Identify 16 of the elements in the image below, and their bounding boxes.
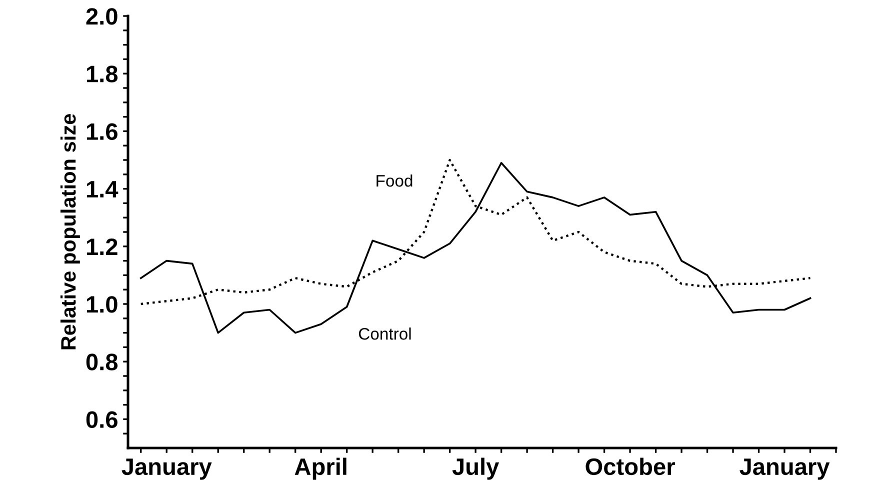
y-tick-label: 0.8	[86, 354, 118, 370]
x-tick-label: April	[294, 458, 346, 480]
x-tick-label: July	[452, 458, 500, 480]
y-tick-label: 1.4	[86, 181, 118, 198]
y-tick-label: 2.0	[86, 8, 118, 25]
y-tick-label: 1.2	[86, 238, 118, 255]
y-tick-label: 1.6	[86, 123, 118, 140]
x-tick-label: January	[122, 458, 212, 480]
series-label: Food	[376, 174, 412, 187]
y-tick-label: 1.8	[86, 66, 118, 82]
x-tick-label: October	[586, 458, 675, 476]
x-tick-label: January	[740, 458, 830, 480]
y-tick-label: 1.0	[86, 296, 118, 313]
y-axis-title: Relative population size	[60, 114, 80, 350]
y-tick-label: 0.6	[86, 411, 118, 428]
series-label: Control	[358, 328, 411, 340]
